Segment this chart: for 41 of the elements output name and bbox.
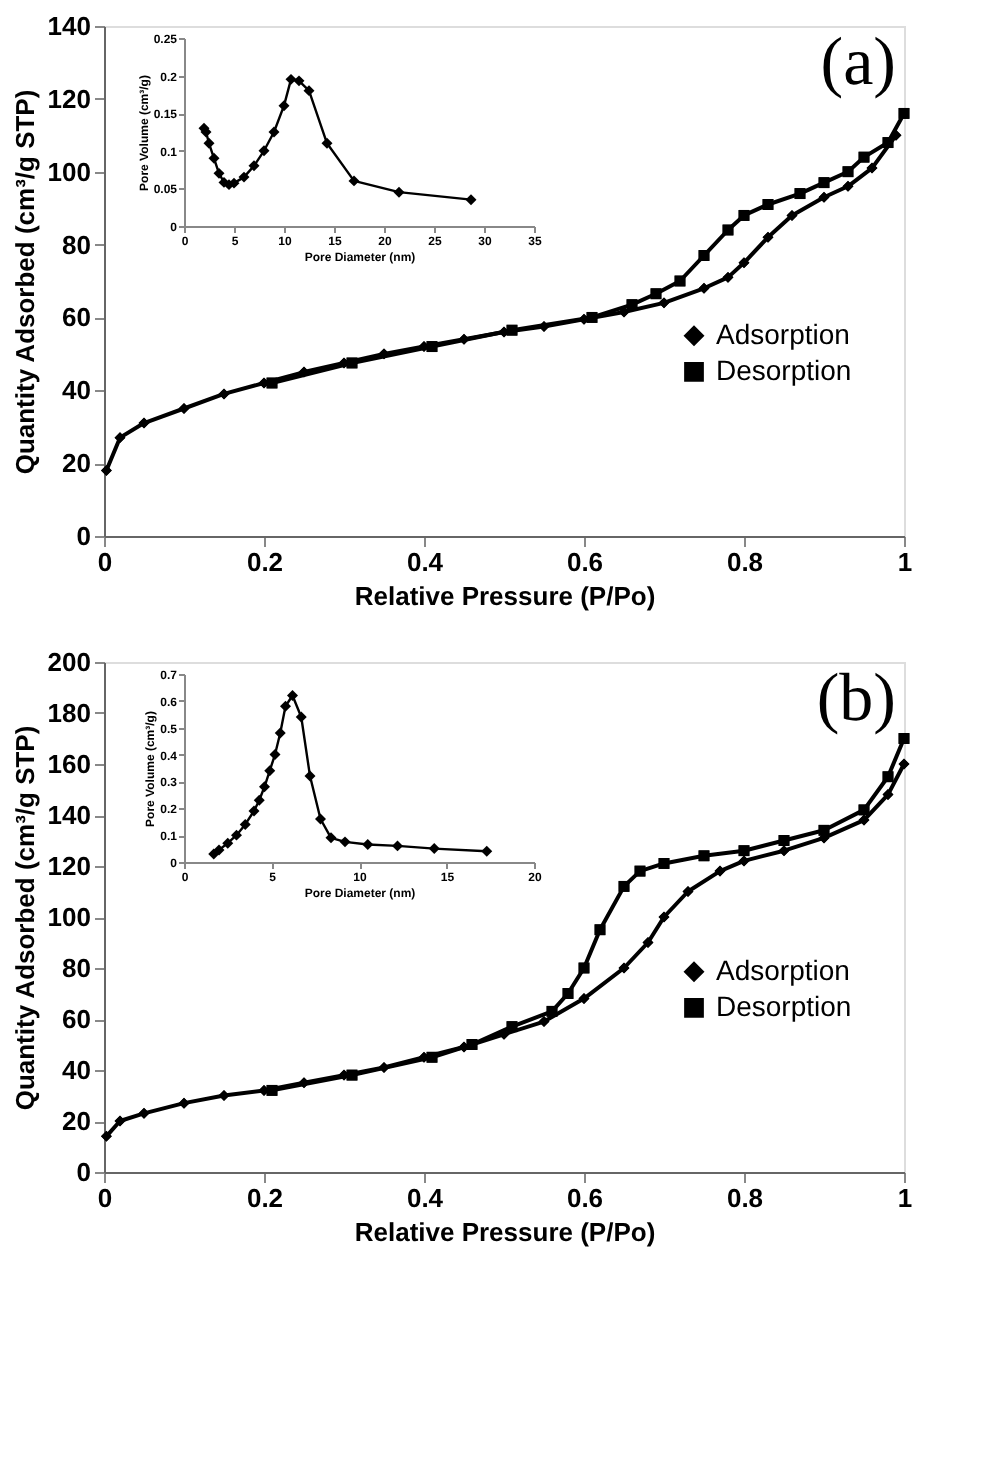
y-tick-label: 100 bbox=[47, 156, 91, 187]
x-tick-label: 0.6 bbox=[566, 547, 604, 577]
y-tick-label: 80 bbox=[62, 953, 91, 983]
y-axis-title: Quantity Adsorbed (cm³/g STP) bbox=[9, 725, 40, 1111]
legend-label: Adsorption bbox=[716, 953, 850, 986]
y-tick-label: 100 bbox=[47, 902, 91, 932]
x-tick-label: 1 bbox=[897, 547, 913, 577]
x-tick-label: 0.2 bbox=[246, 547, 284, 577]
x-tick-label: 0 bbox=[97, 1183, 113, 1213]
y-axis-title: Quantity Adsorbed (cm³/g STP) bbox=[9, 89, 40, 475]
y-tick-label: 60 bbox=[62, 1004, 91, 1034]
legend-label: Desorption bbox=[716, 353, 852, 386]
y-tick-label: 80 bbox=[62, 229, 91, 260]
x-tick-label: 0.8 bbox=[726, 547, 764, 577]
y-tick-label: 140 bbox=[47, 800, 91, 830]
x-tick-label: 0.8 bbox=[726, 1183, 764, 1213]
x-tick-label: 0.4 bbox=[406, 547, 445, 577]
y-tick-label: 140 bbox=[47, 11, 91, 41]
y-tick-label: 120 bbox=[47, 851, 91, 881]
y-tick-label: 40 bbox=[62, 1055, 91, 1085]
x-axis-title: Relative Pressure (P/Po) bbox=[354, 1217, 656, 1247]
y-tick-label: 200 bbox=[47, 647, 91, 677]
y-tick-label: 20 bbox=[62, 448, 91, 479]
x-axis-title: Relative Pressure (P/Po) bbox=[354, 581, 656, 611]
legend-label: Desorption bbox=[716, 989, 852, 1022]
legend-label: Adsorption bbox=[716, 317, 850, 350]
y-tick-label: 0 bbox=[76, 1157, 91, 1187]
x-tick-label: 1 bbox=[897, 1183, 913, 1213]
y-tick-label: 60 bbox=[62, 302, 91, 333]
x-tick-label: 0.4 bbox=[406, 1183, 445, 1213]
y-tick-label: 0 bbox=[76, 521, 91, 551]
annotation: (b) bbox=[816, 662, 896, 736]
x-tick-label: 0.2 bbox=[246, 1183, 284, 1213]
x-tick-label: 0 bbox=[97, 547, 113, 577]
y-tick-label: 40 bbox=[62, 375, 91, 406]
x-tick-label: 0.6 bbox=[566, 1183, 604, 1213]
y-tick-label: 180 bbox=[47, 698, 91, 728]
y-tick-label: 20 bbox=[62, 1106, 91, 1136]
annotation: (a) bbox=[820, 26, 896, 100]
y-tick-label: 160 bbox=[47, 749, 91, 779]
y-tick-label: 120 bbox=[47, 83, 91, 114]
